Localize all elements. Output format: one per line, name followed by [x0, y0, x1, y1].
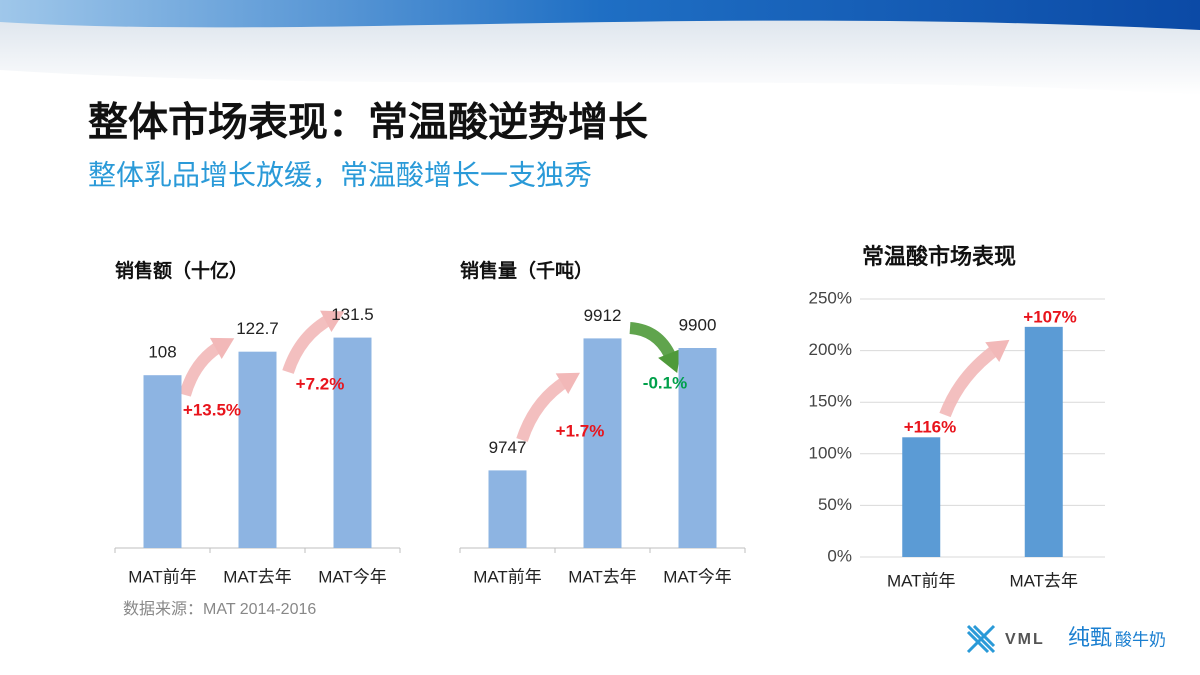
x-tick-label: MAT去年 [1009, 571, 1078, 590]
trend-arrow-head [209, 337, 235, 359]
y-tick-label: 50% [818, 495, 852, 514]
bar [333, 337, 372, 548]
logo-product: 纯甄 [1068, 625, 1112, 650]
y-tick-label: 150% [809, 392, 852, 411]
value-label: 122.7 [236, 319, 279, 338]
annotation: +116% [904, 417, 956, 436]
logo-icon [966, 624, 996, 654]
value-label: 131.5 [331, 305, 374, 324]
bar [678, 348, 717, 548]
trend-arrow-head [320, 310, 345, 332]
annotation: -0.1% [643, 373, 687, 392]
x-tick-label: MAT今年 [318, 567, 387, 586]
y-tick-label: 0% [827, 546, 852, 565]
bar [143, 375, 182, 548]
bar [583, 338, 622, 548]
annotation: +13.5% [183, 400, 241, 419]
annotation: +7.2% [296, 374, 345, 393]
value-label: 9747 [489, 438, 527, 457]
source: 数据来源：MAT 2014-2016 [123, 600, 316, 618]
x-tick-label: MAT前年 [473, 567, 542, 586]
trend-arrow [282, 312, 335, 374]
bar [902, 437, 941, 557]
title: 整体市场表现：常温酸逆势增长 [88, 101, 648, 145]
x-tick-label: MAT去年 [223, 567, 292, 586]
trend-arrow [516, 374, 572, 442]
x-tick-label: MAT去年 [568, 567, 637, 586]
trend-arrow-head [555, 372, 580, 394]
value-label: 9912 [584, 306, 622, 325]
subtitle: 整体乳品增长放缓，常温酸增长一支独秀 [88, 159, 592, 190]
value-label: 108 [148, 343, 176, 362]
annotation: +107% [1023, 307, 1076, 326]
bar [1024, 326, 1063, 557]
bar [488, 470, 527, 548]
x-tick-label: MAT今年 [663, 567, 732, 586]
bar [238, 351, 277, 548]
trend-arrow [179, 339, 226, 397]
chart-title: 销售量（千吨） [460, 259, 593, 282]
trend-arrow [939, 343, 1002, 418]
annotation: +1.7% [556, 421, 605, 440]
logo-product-suffix: 酸牛奶 [1115, 630, 1166, 649]
x-tick-label: MAT前年 [887, 571, 956, 590]
y-tick-label: 250% [809, 288, 852, 307]
x-tick-label: MAT前年 [128, 567, 197, 586]
trend-arrow-head [985, 339, 1010, 362]
chart-title: 销售额（十亿） [115, 259, 248, 282]
logo-brand: VML [1005, 631, 1045, 648]
header-wave [0, 20, 1200, 95]
value-label: 9900 [679, 315, 717, 334]
trend-arrow-head [658, 348, 681, 373]
chart-title: 常温酸市场表现 [862, 244, 1016, 269]
y-tick-label: 200% [809, 340, 852, 359]
y-tick-label: 100% [809, 443, 852, 462]
